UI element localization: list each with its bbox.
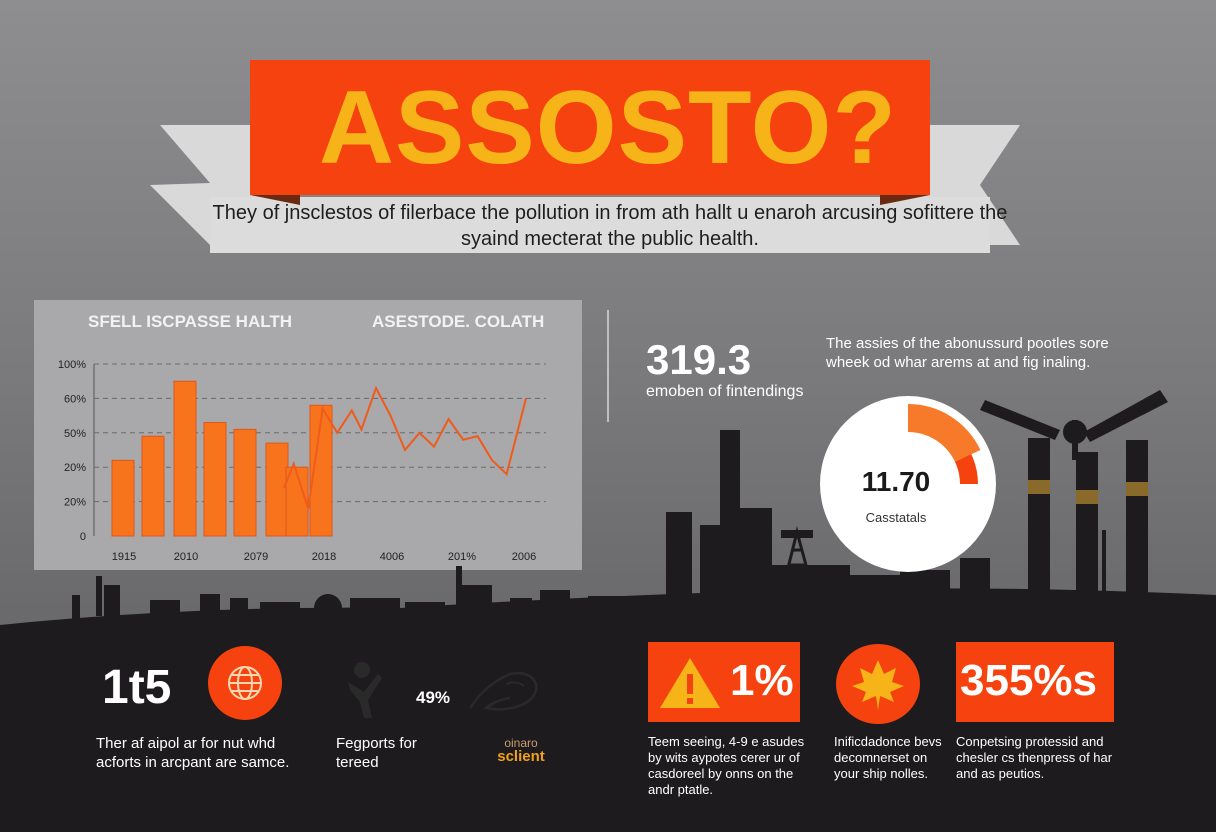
donut-hole: [856, 432, 960, 536]
x-tick-label: 2010: [174, 551, 198, 563]
line-series: [283, 385, 527, 509]
x-tick-label: 2006: [512, 551, 536, 563]
bar: [285, 466, 309, 537]
chart-title-left: SFELL ISCPASSE HALTH: [88, 312, 293, 331]
banner-red: [250, 60, 930, 195]
page-title: ASSOSTO?: [318, 69, 898, 186]
stat4-text: Inificdadonce bevs decomnerset on your s…: [834, 734, 942, 781]
x-tick-label: 201%: [448, 551, 476, 563]
title-banner: [150, 60, 1020, 253]
donut-chart: [820, 396, 996, 572]
page-subtitle: They of jnsclestos of filerbace the poll…: [212, 202, 1008, 250]
x-tick-label: 4006: [380, 551, 404, 563]
key-stat-label: emoben of fintendings: [646, 383, 804, 400]
warning-box: [648, 642, 800, 722]
stat2-value: 49%: [416, 688, 451, 707]
stat3-text: Teem seeing, 4-9 e asudes by wits aypote…: [648, 734, 805, 797]
donut-label: Casstatals: [865, 510, 927, 525]
y-tick-label: 20%: [64, 497, 86, 509]
y-tick-label: 20%: [64, 462, 86, 474]
stat2-text: Fegports for tereed: [336, 735, 417, 771]
divider: [607, 310, 609, 422]
bar: [203, 421, 227, 537]
bar: [111, 459, 135, 537]
leaf-icon: [836, 644, 920, 724]
x-tick-label: 2079: [244, 551, 268, 563]
stat5-box: [956, 642, 1114, 722]
bar-line-chart: 0 20% 20% 50% 60% 100% 1915 2010 2079 2018 4006 201…: [58, 359, 546, 563]
windmill-icon: [980, 390, 1168, 460]
stat2-brand-bottom: sclient: [497, 748, 545, 765]
y-tick-label: 100%: [58, 359, 86, 371]
y-tick-label: 50%: [64, 428, 86, 440]
x-tick-label: 1915: [112, 551, 136, 563]
chart-title-right: ASESTODE. COLATH: [372, 312, 545, 331]
bar: [233, 428, 257, 537]
donut-value: 11.70: [861, 466, 931, 497]
bar: [173, 380, 197, 537]
y-tick-label: 60%: [64, 393, 86, 405]
bar: [309, 404, 333, 537]
stat5-value: 355%s: [960, 656, 1098, 705]
stat3-value: 1%: [730, 656, 794, 705]
globe-icon: [208, 646, 282, 720]
stat2-brand-top: oinaro: [504, 736, 538, 750]
stat1-value: 1t5: [102, 661, 172, 714]
x-tick-label: 2018: [312, 551, 336, 563]
stat2-brand: oinaro sclient: [486, 736, 556, 764]
y-tick-label: 0: [80, 531, 86, 543]
warning-icon: [660, 658, 720, 708]
person-icon: [348, 662, 382, 718]
subtitle-band: [210, 197, 990, 253]
stat5-text: Conpetsing protessid and chesler cs then…: [956, 734, 1113, 781]
industrial-skyline: [0, 390, 1216, 832]
hand-icon: [468, 671, 538, 711]
bar: [141, 435, 165, 537]
stat1-text: Ther af aipol ar for nut whd acforts in …: [96, 735, 290, 771]
key-stat-value: 319.3: [646, 336, 752, 383]
right-caption: The assies of the abonussurd pootles sor…: [826, 335, 1109, 371]
